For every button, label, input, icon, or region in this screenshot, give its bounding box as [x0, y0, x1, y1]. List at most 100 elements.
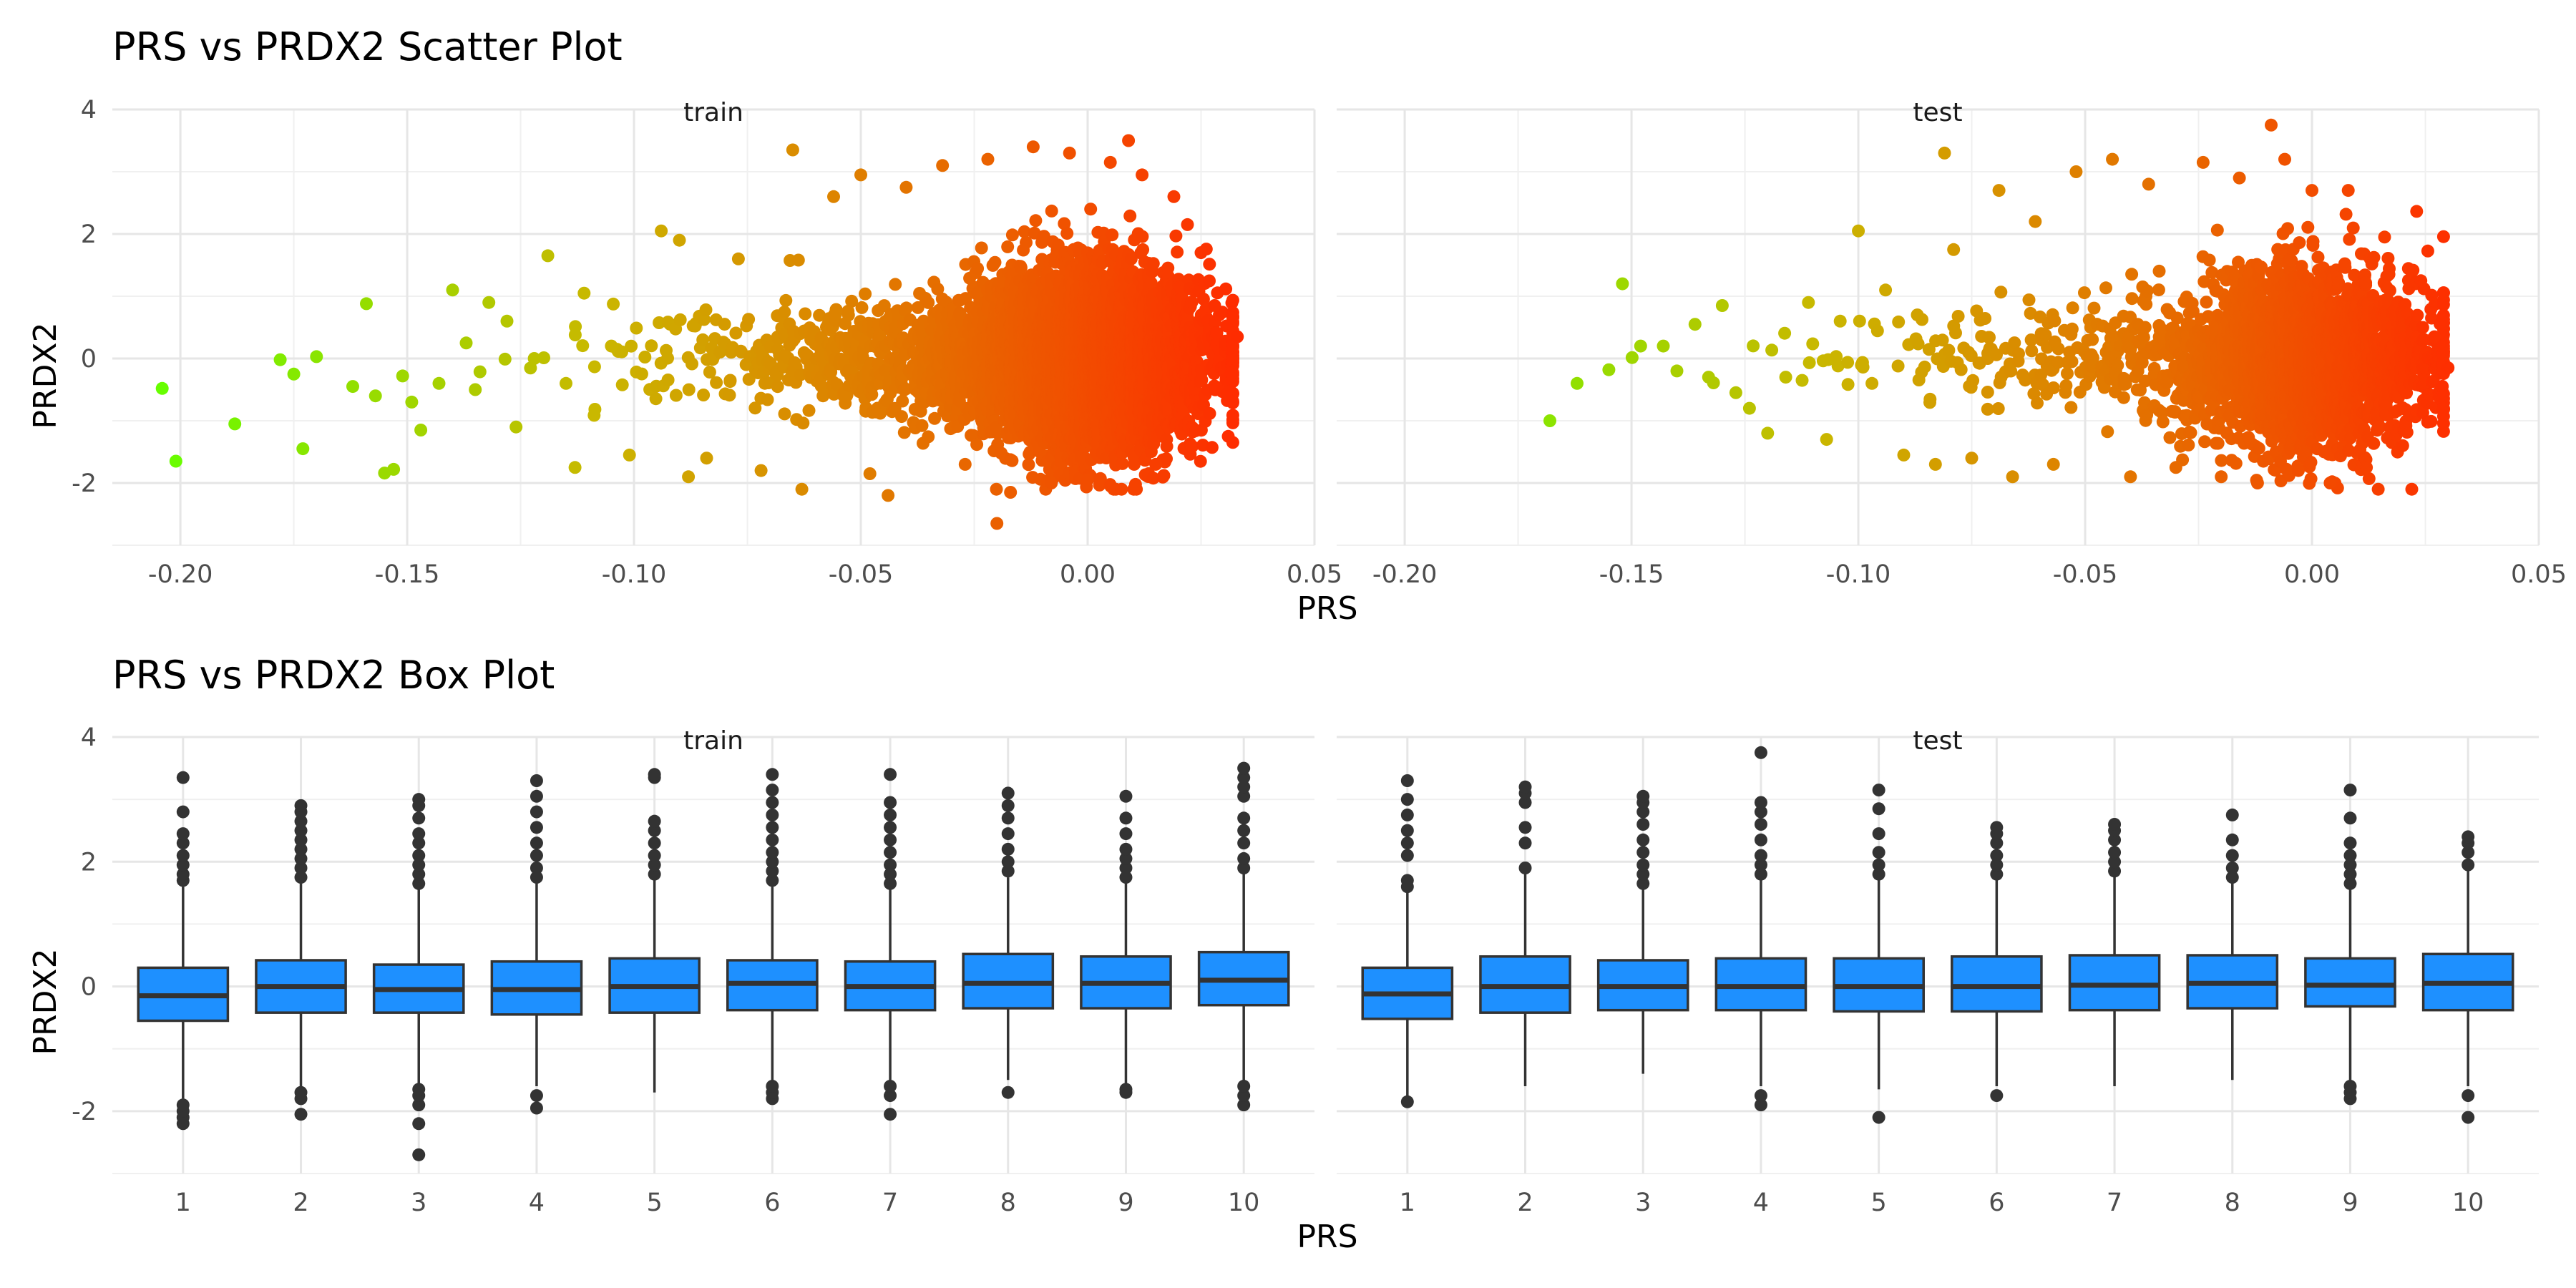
- y-tick-label: 4: [81, 96, 97, 125]
- scatter-point: [991, 426, 1005, 440]
- scatter-plot: PRS vs PRDX2 Scatter Plot PRS PRDX2 -202…: [27, 24, 2567, 627]
- scatter-point: [710, 376, 723, 389]
- scatter-panel-train: -2 0 2 4 -0.20 -0.15 -0.10 -0.05 0.00 0.05 train: [72, 96, 1342, 589]
- scatter-point: [771, 380, 784, 394]
- scatter-point: [630, 321, 643, 335]
- y-tick-label: 0: [81, 345, 97, 374]
- x-tick-label: -0.05: [829, 560, 894, 589]
- scatter-point: [1136, 230, 1149, 243]
- scatter-point: [1005, 228, 1019, 242]
- scatter-point: [1060, 227, 1074, 240]
- scatter-point: [799, 307, 812, 321]
- scatter-point: [686, 357, 698, 371]
- scatter-point: [873, 328, 887, 342]
- scatter-point: [1084, 203, 1098, 216]
- scatter-point: [661, 351, 674, 365]
- scatter-point: [859, 287, 872, 301]
- scatter-point: [1171, 245, 1184, 259]
- scatter-point: [817, 386, 831, 400]
- scatter-point: [1185, 296, 1199, 309]
- scatter-point: [1203, 258, 1216, 271]
- scatter-point: [778, 306, 791, 319]
- scatter-point: [1115, 482, 1128, 496]
- scatter-point: [889, 278, 902, 291]
- scatter-point: [779, 293, 793, 307]
- scatter-point: [615, 345, 628, 358]
- scatter-point: [638, 351, 652, 364]
- scatter-point: [896, 394, 909, 408]
- scatter-point: [922, 296, 935, 309]
- scatter-point: [729, 326, 743, 340]
- scatter-point: [699, 303, 713, 316]
- scatter-point: [1194, 454, 1207, 468]
- scatter-point: [661, 374, 675, 386]
- scatter-point: [928, 411, 942, 425]
- scatter-point: [802, 404, 816, 417]
- scatter-point: [1130, 482, 1143, 496]
- scatter-point: [990, 482, 1003, 496]
- x-tick-label: 0.05: [1287, 560, 1342, 589]
- scatter-point: [1045, 204, 1058, 218]
- scatter-point: [988, 255, 1002, 269]
- scatter-point: [922, 430, 935, 444]
- scatter-point: [569, 320, 582, 333]
- scatter-point: [1005, 454, 1019, 467]
- scatter-point-cloud: [473, 203, 1239, 496]
- x-tick-label: -0.10: [602, 560, 667, 589]
- scatter-point: [607, 297, 620, 311]
- scatter-point: [1157, 469, 1171, 482]
- scatter-point: [796, 416, 810, 430]
- scatter-point: [1146, 257, 1160, 270]
- scatter-point: [970, 438, 984, 452]
- scatter-point: [971, 262, 985, 275]
- scatter-point: [1001, 240, 1015, 253]
- scatter-point: [1136, 243, 1150, 256]
- scatter-point: [895, 410, 908, 424]
- facet-strip-label: train: [683, 98, 743, 127]
- scatter-point: [587, 360, 601, 374]
- scatter-point: [855, 301, 869, 314]
- scatter-point: [625, 339, 638, 353]
- scatter-point: [1160, 439, 1174, 453]
- scatter-point: [897, 426, 911, 439]
- scatter-point: [682, 383, 696, 396]
- scatter-point: [911, 301, 924, 314]
- scatter-point: [723, 374, 737, 387]
- scatter-point: [1219, 282, 1233, 296]
- scatter-point: [748, 401, 762, 415]
- scatter-point: [697, 389, 711, 401]
- scatter-point: [899, 301, 913, 315]
- x-tick-label: 0.00: [1060, 560, 1116, 589]
- scatter-point: [1106, 228, 1119, 242]
- scatter-point: [915, 419, 929, 432]
- scatter-point: [975, 241, 988, 255]
- scatter-point: [696, 333, 710, 346]
- scatter-plot-title: PRS vs PRDX2 Scatter Plot: [112, 24, 623, 69]
- scatter-point: [718, 318, 731, 331]
- scatter-point: [791, 253, 805, 267]
- scatter-point: [877, 299, 891, 313]
- scatter-point: [1205, 441, 1219, 454]
- scatter-point: [841, 308, 855, 322]
- scatter-point: [827, 387, 841, 401]
- scatter-point: [778, 407, 791, 421]
- y-tick-label: -2: [72, 469, 97, 498]
- scatter-point: [576, 339, 590, 353]
- scatter-plot-y-label: PRDX2: [27, 322, 64, 429]
- scatter-point: [473, 365, 487, 379]
- scatter-point: [829, 303, 843, 316]
- x-tick-label: -0.20: [148, 560, 213, 589]
- scatter-point: [673, 313, 687, 326]
- y-tick-label: 2: [81, 220, 97, 249]
- scatter-point: [1203, 274, 1216, 288]
- x-tick-label: -0.15: [375, 560, 440, 589]
- scatter-point: [761, 393, 774, 406]
- scatter-point: [1029, 214, 1043, 228]
- scatter-point: [723, 389, 736, 402]
- scatter-point: [1169, 229, 1183, 243]
- scatter-point: [703, 366, 716, 379]
- scatter-point: [537, 351, 550, 364]
- scatter-point: [635, 367, 648, 381]
- scatter-point: [899, 382, 912, 396]
- scatter-point: [845, 294, 859, 308]
